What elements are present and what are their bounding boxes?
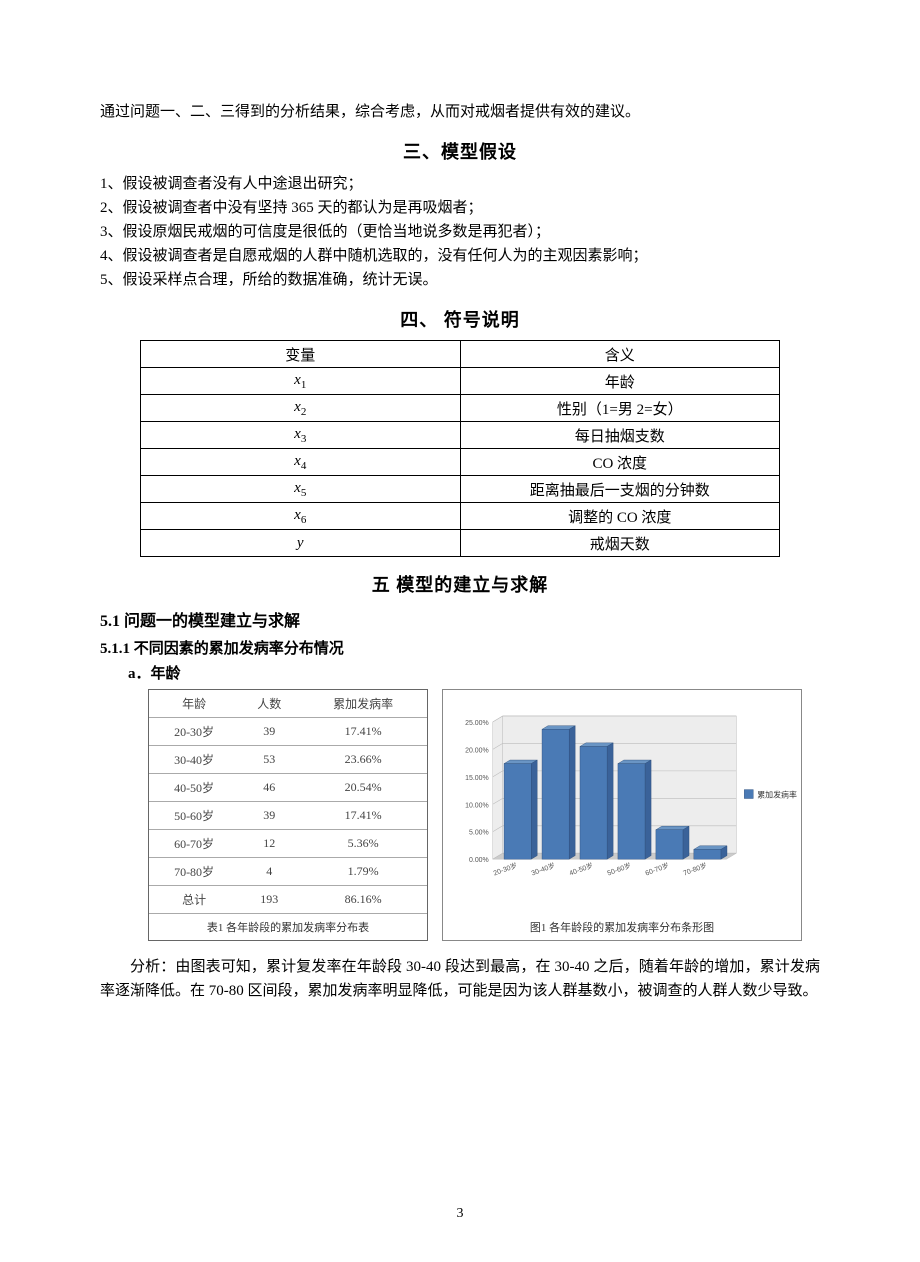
- symbol-var: x5: [141, 476, 461, 503]
- assumption-5: 5、假设采样点合理，所给的数据准确，统计无误。: [100, 268, 820, 292]
- item-a-age: a．年龄: [128, 662, 820, 683]
- table-row: 变量 含义: [141, 341, 780, 368]
- symbol-var: y: [141, 530, 461, 557]
- table-row: 30-40岁5323.66%: [149, 746, 427, 774]
- symbol-meaning: 调整的 CO 浓度: [460, 503, 780, 530]
- page: 通过问题一、二、三得到的分析结果，综合考虑，从而对戒烟者提供有效的建议。 三、模…: [0, 0, 920, 1262]
- table-row: x5距离抽最后一支烟的分钟数: [141, 476, 780, 503]
- svg-text:25.00%: 25.00%: [465, 720, 489, 727]
- svg-text:累加发病率: 累加发病率: [757, 790, 797, 800]
- analysis-paragraph: 分析：由图表可知，累计复发率在年龄段 30-40 段达到最高，在 30-40 之…: [100, 955, 820, 1003]
- table-row: 40-50岁4620.54%: [149, 774, 427, 802]
- table-row: x4CO 浓度: [141, 449, 780, 476]
- table-row: y戒烟天数: [141, 530, 780, 557]
- assumption-3: 3、假设原烟民戒烟的可信度是很低的（更恰当地说多数是再犯者）；: [100, 220, 820, 244]
- symbol-var: x2: [141, 395, 461, 422]
- age-table-wrap: 年龄 人数 累加发病率 20-30岁3917.41% 30-40岁5323.66…: [148, 689, 428, 941]
- section-5-1-1-title: 5.1.1 不同因素的累加发病率分布情况: [100, 637, 820, 658]
- figure-1-caption: 图1 各年龄段的累加发病率分布条形图: [443, 914, 801, 940]
- table-row: 70-80岁41.79%: [149, 858, 427, 886]
- symbol-meaning: 年龄: [460, 368, 780, 395]
- symbol-header-var: 变量: [141, 341, 461, 368]
- intro-paragraph: 通过问题一、二、三得到的分析结果，综合考虑，从而对戒烟者提供有效的建议。: [100, 100, 820, 124]
- page-number: 3: [0, 1206, 920, 1222]
- svg-text:20.00%: 20.00%: [465, 747, 489, 754]
- table-row: 60-70岁125.36%: [149, 830, 427, 858]
- symbol-var: x6: [141, 503, 461, 530]
- table-row: x6调整的 CO 浓度: [141, 503, 780, 530]
- section-5-1-title: 5.1 问题一的模型建立与求解: [100, 607, 820, 631]
- figure-row: 年龄 人数 累加发病率 20-30岁3917.41% 30-40岁5323.66…: [148, 689, 808, 941]
- section-3-title: 三、模型假设: [100, 138, 820, 164]
- table-row: 20-30岁3917.41%: [149, 718, 427, 746]
- svg-text:10.00%: 10.00%: [465, 802, 489, 809]
- table-row: 总计19386.16%: [149, 886, 427, 914]
- symbol-table: 变量 含义 x1年龄 x2性别（1=男 2=女） x3每日抽烟支数 x4CO 浓…: [140, 340, 780, 557]
- table-row: x2性别（1=男 2=女）: [141, 395, 780, 422]
- svg-text:15.00%: 15.00%: [465, 775, 489, 782]
- symbol-meaning: 性别（1=男 2=女）: [460, 395, 780, 422]
- symbol-meaning: CO 浓度: [460, 449, 780, 476]
- symbol-meaning: 每日抽烟支数: [460, 422, 780, 449]
- table-1-caption: 表1 各年龄段的累加发病率分布表: [149, 914, 427, 940]
- table-row: 50-60岁3917.41%: [149, 802, 427, 830]
- symbol-header-meaning: 含义: [460, 341, 780, 368]
- svg-text:5.00%: 5.00%: [469, 830, 489, 837]
- age-data-table: 年龄 人数 累加发病率 20-30岁3917.41% 30-40岁5323.66…: [149, 690, 427, 914]
- col-count: 人数: [239, 690, 299, 718]
- assumption-4: 4、假设被调查者是自愿戒烟的人群中随机选取的，没有任何人为的主观因素影响；: [100, 244, 820, 268]
- table-row: x3每日抽烟支数: [141, 422, 780, 449]
- symbol-var: x1: [141, 368, 461, 395]
- table-row: 年龄 人数 累加发病率: [149, 690, 427, 718]
- section-5-title: 五 模型的建立与求解: [100, 571, 820, 597]
- symbol-meaning: 戒烟天数: [460, 530, 780, 557]
- age-chart-wrap: 0.00%5.00%10.00%15.00%20.00%25.00%20-30岁…: [442, 689, 802, 941]
- symbol-meaning: 距离抽最后一支烟的分钟数: [460, 476, 780, 503]
- col-age: 年龄: [149, 690, 239, 718]
- table-row: x1年龄: [141, 368, 780, 395]
- symbol-var: x3: [141, 422, 461, 449]
- assumption-1: 1、假设被调查者没有人中途退出研究；: [100, 172, 820, 196]
- assumption-2: 2、假设被调查者中没有坚持 365 天的都认为是再吸烟者；: [100, 196, 820, 220]
- col-rate: 累加发病率: [299, 690, 427, 718]
- age-bar-chart: 0.00%5.00%10.00%15.00%20.00%25.00%20-30岁…: [443, 690, 801, 914]
- symbol-var: x4: [141, 449, 461, 476]
- svg-text:0.00%: 0.00%: [469, 857, 489, 864]
- section-4-title: 四、 符号说明: [100, 306, 820, 332]
